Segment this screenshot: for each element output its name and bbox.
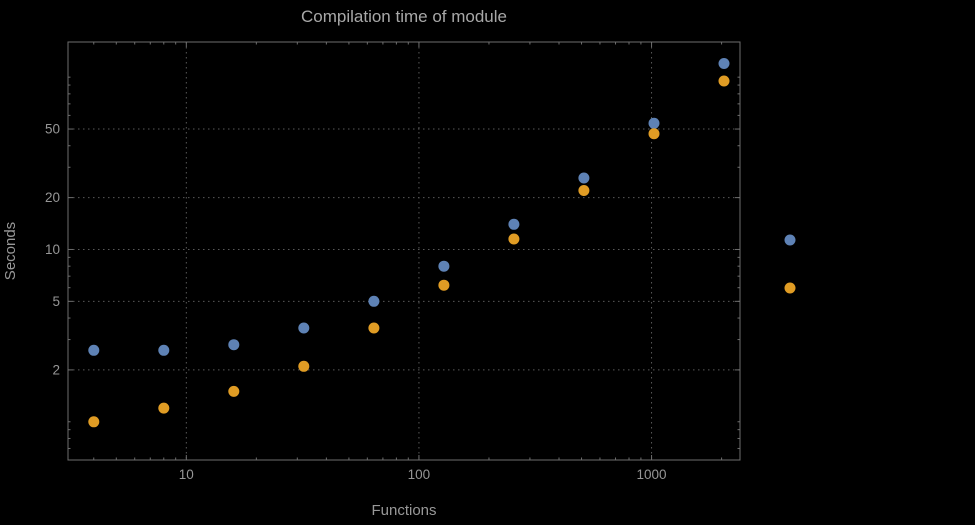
data-point — [368, 322, 380, 334]
y-tick-label: 2 — [52, 362, 60, 377]
data-point — [368, 295, 380, 307]
data-point — [508, 218, 520, 230]
data-point — [88, 416, 100, 428]
y-tick-label: 20 — [45, 190, 60, 205]
data-point — [158, 344, 170, 356]
data-point — [718, 75, 730, 87]
data-point — [298, 322, 310, 334]
data-point — [228, 339, 240, 351]
x-tick-label: 1000 — [637, 467, 667, 482]
y-tick-label: 5 — [52, 294, 60, 309]
data-point — [438, 260, 450, 272]
chart-title: Compilation time of module — [301, 7, 507, 26]
y-tick-label: 10 — [45, 242, 60, 257]
data-point — [88, 344, 100, 356]
data-point — [578, 185, 590, 196]
x-tick-label: 10 — [179, 467, 194, 482]
data-point — [438, 279, 450, 291]
data-point — [578, 172, 590, 184]
legend-marker — [784, 282, 796, 294]
data-point — [228, 385, 240, 397]
data-point — [648, 128, 660, 140]
plot-frame — [67, 41, 741, 461]
plot-area: 10 100 1000 2 5 10 20 50 — [45, 41, 796, 482]
data-point — [158, 402, 170, 414]
x-tick-label: 100 — [408, 467, 431, 482]
x-axis-label: Functions — [371, 502, 436, 519]
legend-marker — [784, 234, 796, 246]
data-point — [508, 233, 520, 245]
y-axis-label: Seconds — [2, 222, 19, 280]
y-tick-label: 50 — [45, 122, 60, 137]
data-point — [718, 58, 730, 69]
data-point — [298, 360, 310, 372]
data-point — [648, 117, 660, 129]
